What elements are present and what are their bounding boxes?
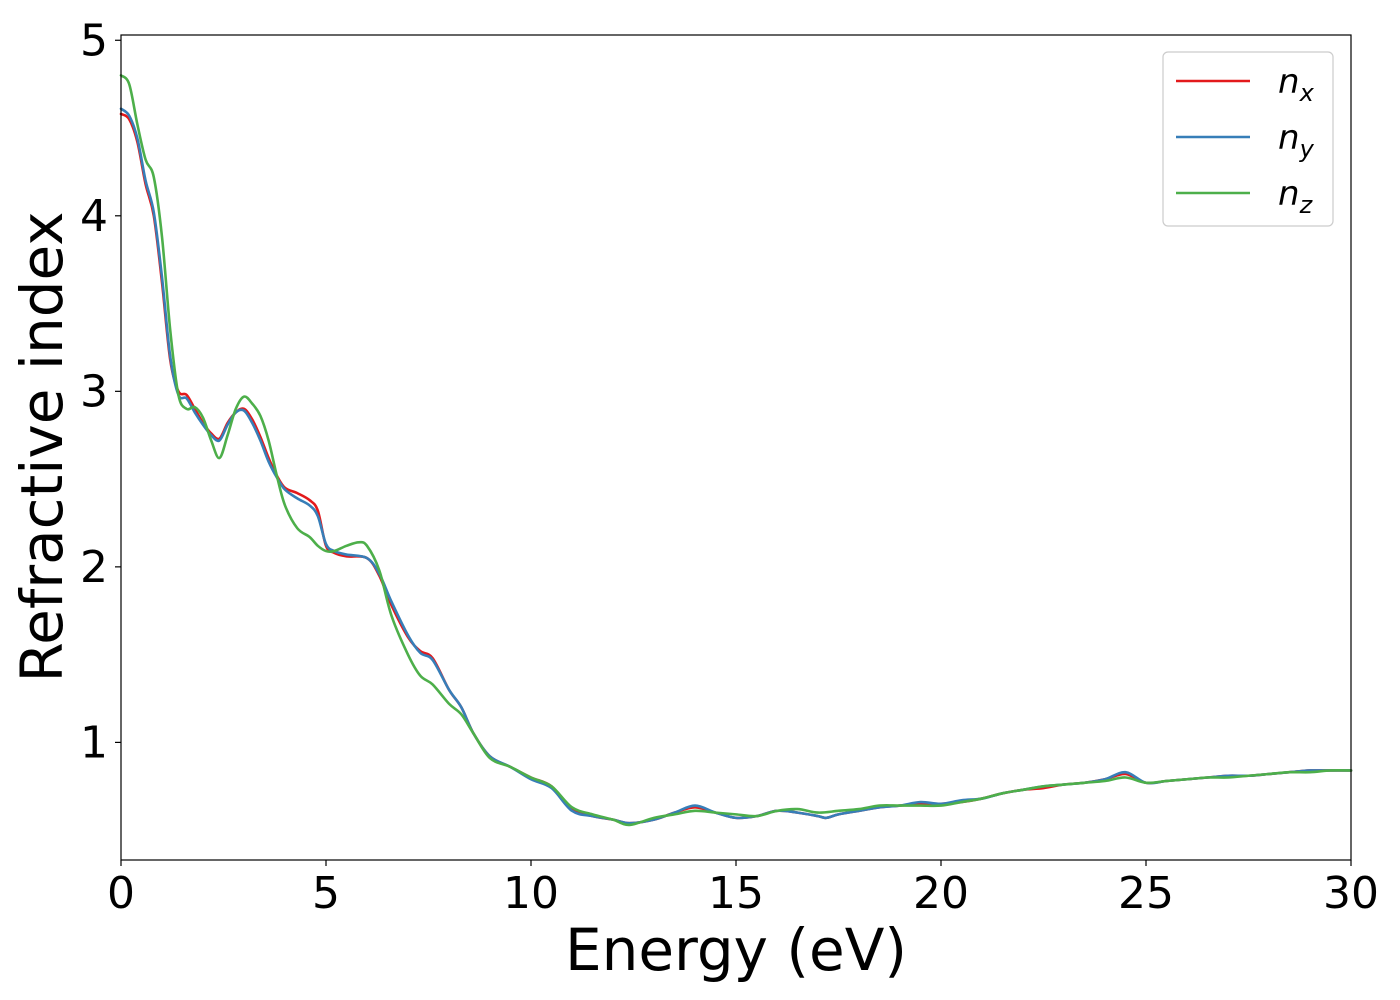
- y-tick-label: 5: [80, 15, 108, 66]
- x-tick-label: 5: [312, 868, 340, 919]
- plot-background: [121, 35, 1351, 860]
- y-tick-label: 2: [80, 542, 108, 593]
- x-tick-label: 30: [1323, 868, 1379, 919]
- x-tick-label: 10: [503, 868, 559, 919]
- y-tick-label: 3: [80, 366, 108, 417]
- x-tick-label: 0: [107, 868, 135, 919]
- x-tick-label: 25: [1118, 868, 1174, 919]
- y-tick-label: 4: [80, 191, 108, 242]
- legend-label-n-y: ny: [1278, 118, 1315, 163]
- legend: nx ny nz: [1162, 51, 1334, 227]
- y-axis: 1 2 3 4 5: [80, 15, 121, 768]
- series-line-n-z: [119, 74, 1353, 827]
- legend-label-n-z: nz: [1278, 174, 1314, 219]
- y-axis-title: Refractive index: [8, 211, 76, 682]
- x-axis: 0 5 10 15 20 25 30: [107, 860, 1379, 919]
- series-layer: [119, 74, 1353, 827]
- y-tick-label: 1: [80, 717, 108, 768]
- x-tick-label: 20: [913, 868, 969, 919]
- legend-box: [1162, 51, 1334, 227]
- x-tick-label: 15: [708, 868, 764, 919]
- x-axis-title: Energy (eV): [565, 916, 907, 984]
- legend-label-n-x: nx: [1278, 62, 1315, 107]
